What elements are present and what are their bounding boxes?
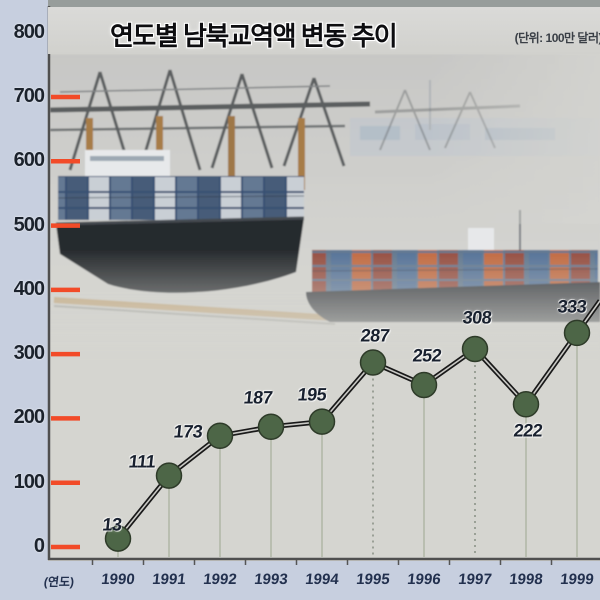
value-label: 111 (127, 451, 157, 472)
data-point (257, 413, 285, 441)
x-axis-caption: (연도) (43, 575, 75, 589)
data-point (308, 408, 336, 435)
year-label: 1991 (151, 571, 187, 588)
title-bar: 연도별 남북교역액 변동 추이 (단위: 100만 달러) (48, 7, 600, 54)
year-label: 1993 (253, 571, 289, 588)
y-tick-label: 100 (13, 470, 45, 493)
y-axis-gutter (0, 0, 48, 600)
x-axis-gutter (0, 561, 600, 600)
year-label: 1996 (406, 571, 442, 588)
value-label: 252 (411, 345, 443, 366)
year-label: 1995 (355, 571, 391, 588)
value-label: 195 (296, 384, 328, 405)
data-point (206, 422, 234, 450)
value-label: 187 (242, 387, 274, 408)
right-fade (430, 54, 600, 224)
y-tick-label: 800 (13, 20, 45, 43)
value-label: 287 (359, 325, 391, 346)
y-tick-label: 300 (13, 342, 45, 365)
year-label: 1992 (202, 571, 238, 588)
value-label: 333 (556, 296, 588, 317)
y-tick-label: 700 (13, 84, 45, 107)
data-point (410, 371, 438, 399)
value-label: 173 (172, 421, 204, 442)
year-label: 1998 (508, 571, 544, 588)
year-label: 1997 (457, 571, 493, 588)
page-title: 연도별 남북교역액 변동 추이 (110, 21, 398, 51)
y-tick-label: 500 (13, 213, 45, 236)
year-label: 1999 (559, 571, 595, 588)
data-point (512, 391, 540, 418)
top-border-band (48, 0, 600, 7)
data-point (155, 462, 183, 489)
data-point (461, 335, 489, 363)
data-point (359, 349, 387, 376)
value-label: 13 (101, 514, 123, 535)
value-label: 222 (512, 420, 544, 441)
year-label: 1994 (304, 571, 340, 588)
bottom-fade (48, 250, 600, 360)
y-tick-label: 400 (13, 277, 45, 300)
data-point (563, 319, 591, 347)
y-tick-label: 600 (13, 149, 45, 172)
y-tick-label: 200 (13, 406, 45, 429)
y-tick-label: 0 (33, 535, 45, 557)
unit-label: (단위: 100만 달러) (514, 31, 600, 45)
year-label: 1990 (100, 571, 136, 588)
value-label: 308 (461, 307, 493, 328)
data-point (104, 525, 132, 552)
